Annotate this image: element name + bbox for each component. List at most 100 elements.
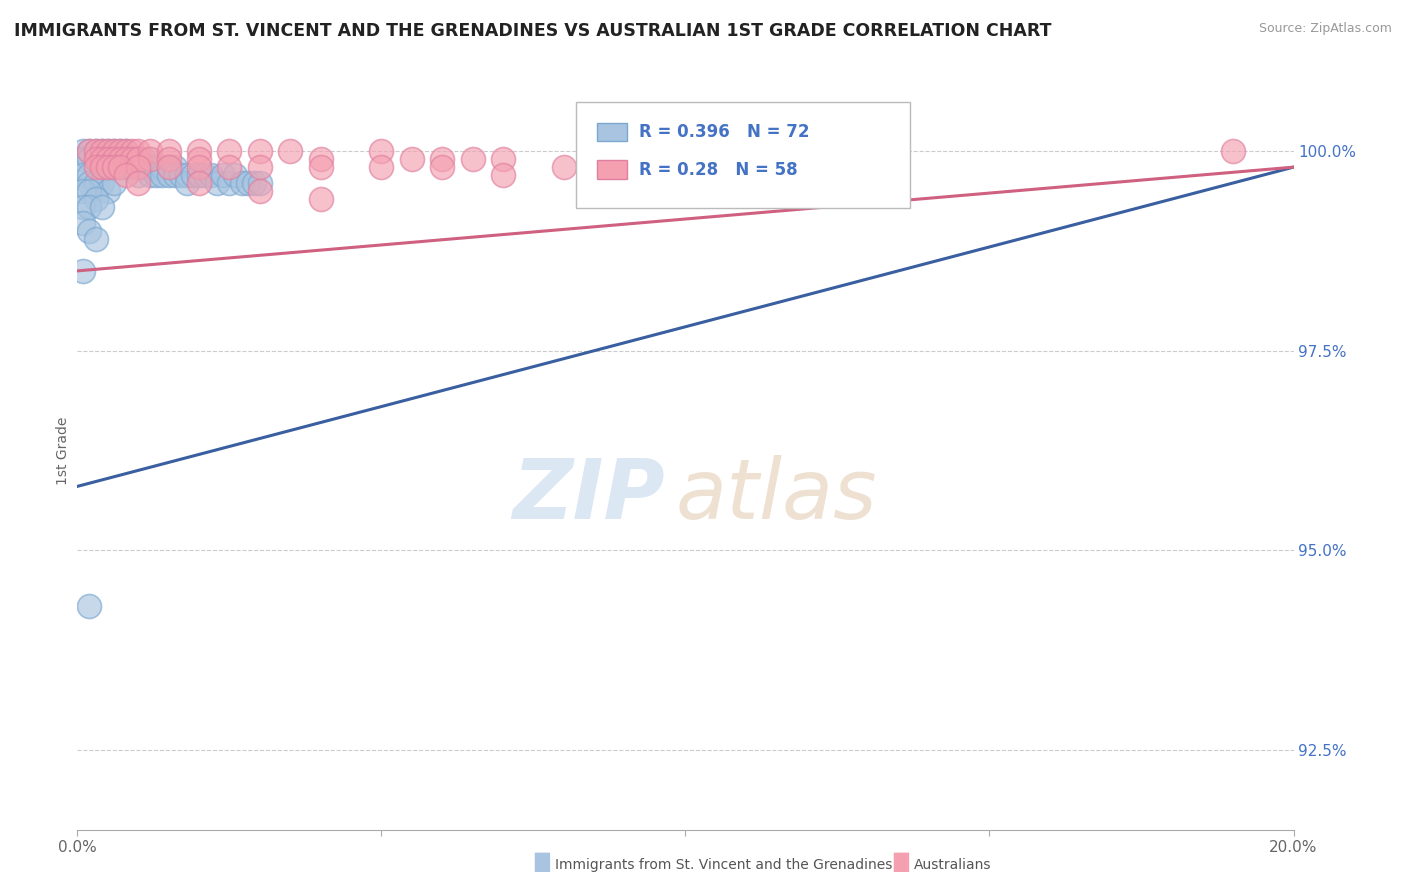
Point [115,168,138,182]
Point [84,160,107,174]
Point [121,152,143,166]
Point [492,168,515,182]
Point [97,184,120,198]
Point [79,184,101,198]
Point [163,168,186,182]
Point [121,152,143,166]
Point [127,168,149,182]
Point [79,200,101,214]
Point [103,160,125,174]
Point [218,160,240,174]
Point [84,192,107,206]
Point [79,176,101,190]
Point [188,168,211,182]
Point [84,144,107,158]
Text: ZIP: ZIP [512,456,665,536]
Point [249,160,271,174]
Point [176,176,198,190]
Point [90,144,112,158]
Point [430,160,453,174]
Point [72,144,94,158]
Point [72,152,94,166]
Point [176,168,198,182]
Point [309,160,332,174]
Point [90,200,112,214]
Point [115,152,138,166]
Point [200,168,222,182]
FancyBboxPatch shape [596,161,627,179]
Text: Immigrants from St. Vincent and the Grenadines: Immigrants from St. Vincent and the Gren… [555,858,893,872]
Point [84,160,107,174]
Point [121,144,143,158]
Point [103,144,125,158]
Point [103,160,125,174]
Point [108,144,131,158]
Point [152,160,174,174]
Point [108,160,131,174]
Point [188,160,211,174]
Y-axis label: 1st Grade: 1st Grade [56,417,70,484]
Point [188,152,211,166]
Point [127,152,149,166]
Point [205,176,228,190]
Point [212,168,235,182]
Text: R = 0.396   N = 72: R = 0.396 N = 72 [640,123,810,141]
Point [79,144,101,158]
Point [278,144,301,158]
Point [735,168,758,182]
Point [796,168,818,182]
Point [145,160,167,174]
Point [79,144,101,158]
Point [170,168,193,182]
Point [79,599,101,613]
Point [188,176,211,190]
Point [108,152,131,166]
Point [401,152,423,166]
Point [108,160,131,174]
Point [90,176,112,190]
Point [492,152,515,166]
Point [249,144,271,158]
Point [72,168,94,182]
Point [194,168,217,182]
Point [224,168,246,182]
Point [370,144,392,158]
Point [157,152,180,166]
Point [84,232,107,246]
Point [103,144,125,158]
Point [152,168,174,182]
Point [97,160,120,174]
Point [79,152,101,166]
Point [139,152,162,166]
Point [218,176,240,190]
Point [97,144,120,158]
Point [72,216,94,230]
Point [553,160,575,174]
Point [108,152,131,166]
Text: Australians: Australians [914,858,991,872]
Point [90,152,112,166]
Point [157,160,180,174]
Point [115,152,138,166]
Point [856,168,879,182]
Point [84,152,107,166]
Point [108,144,131,158]
Point [242,176,264,190]
Point [72,200,94,214]
Point [79,224,101,238]
Point [97,160,120,174]
Text: IMMIGRANTS FROM ST. VINCENT AND THE GRENADINES VS AUSTRALIAN 1ST GRADE CORRELATI: IMMIGRANTS FROM ST. VINCENT AND THE GREN… [14,22,1052,40]
Point [139,168,162,182]
Point [134,152,156,166]
Point [309,152,332,166]
Point [127,160,149,174]
Text: █: █ [893,853,908,872]
FancyBboxPatch shape [596,122,627,142]
Point [72,264,94,278]
Point [1222,144,1244,158]
Point [613,168,636,182]
Point [90,152,112,166]
Point [249,184,271,198]
Point [90,160,112,174]
Point [115,160,138,174]
